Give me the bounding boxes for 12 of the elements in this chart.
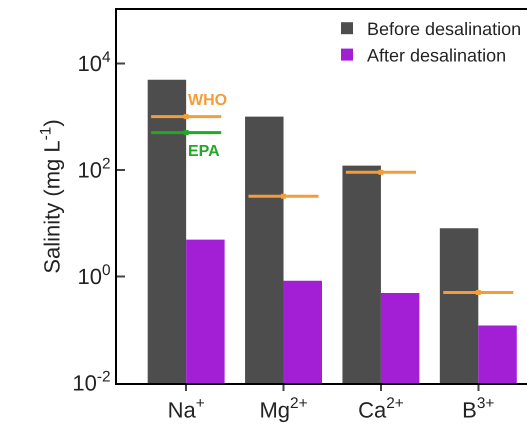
legend-label: After desalination bbox=[367, 46, 506, 66]
x-tick-label: Na$^{+}$ bbox=[168, 395, 205, 422]
x-tick-label: B$^{3+}$ bbox=[462, 395, 494, 422]
legend-label: Before desalination bbox=[367, 19, 522, 40]
y-tick-label: 10$^{2}$ bbox=[78, 155, 111, 183]
y-tick-label: 10$^{0}$ bbox=[78, 262, 111, 290]
series-label: WHO bbox=[188, 92, 228, 109]
y-tick-label: 10$^{4}$ bbox=[78, 48, 112, 76]
series-label: EPA bbox=[188, 143, 220, 160]
x-tick-label: Mg$^{2+}$ bbox=[259, 395, 308, 422]
y-tick-label: 10$^{-2}$ bbox=[72, 368, 111, 396]
x-tick-label: Ca$^{2+}$ bbox=[358, 395, 404, 422]
